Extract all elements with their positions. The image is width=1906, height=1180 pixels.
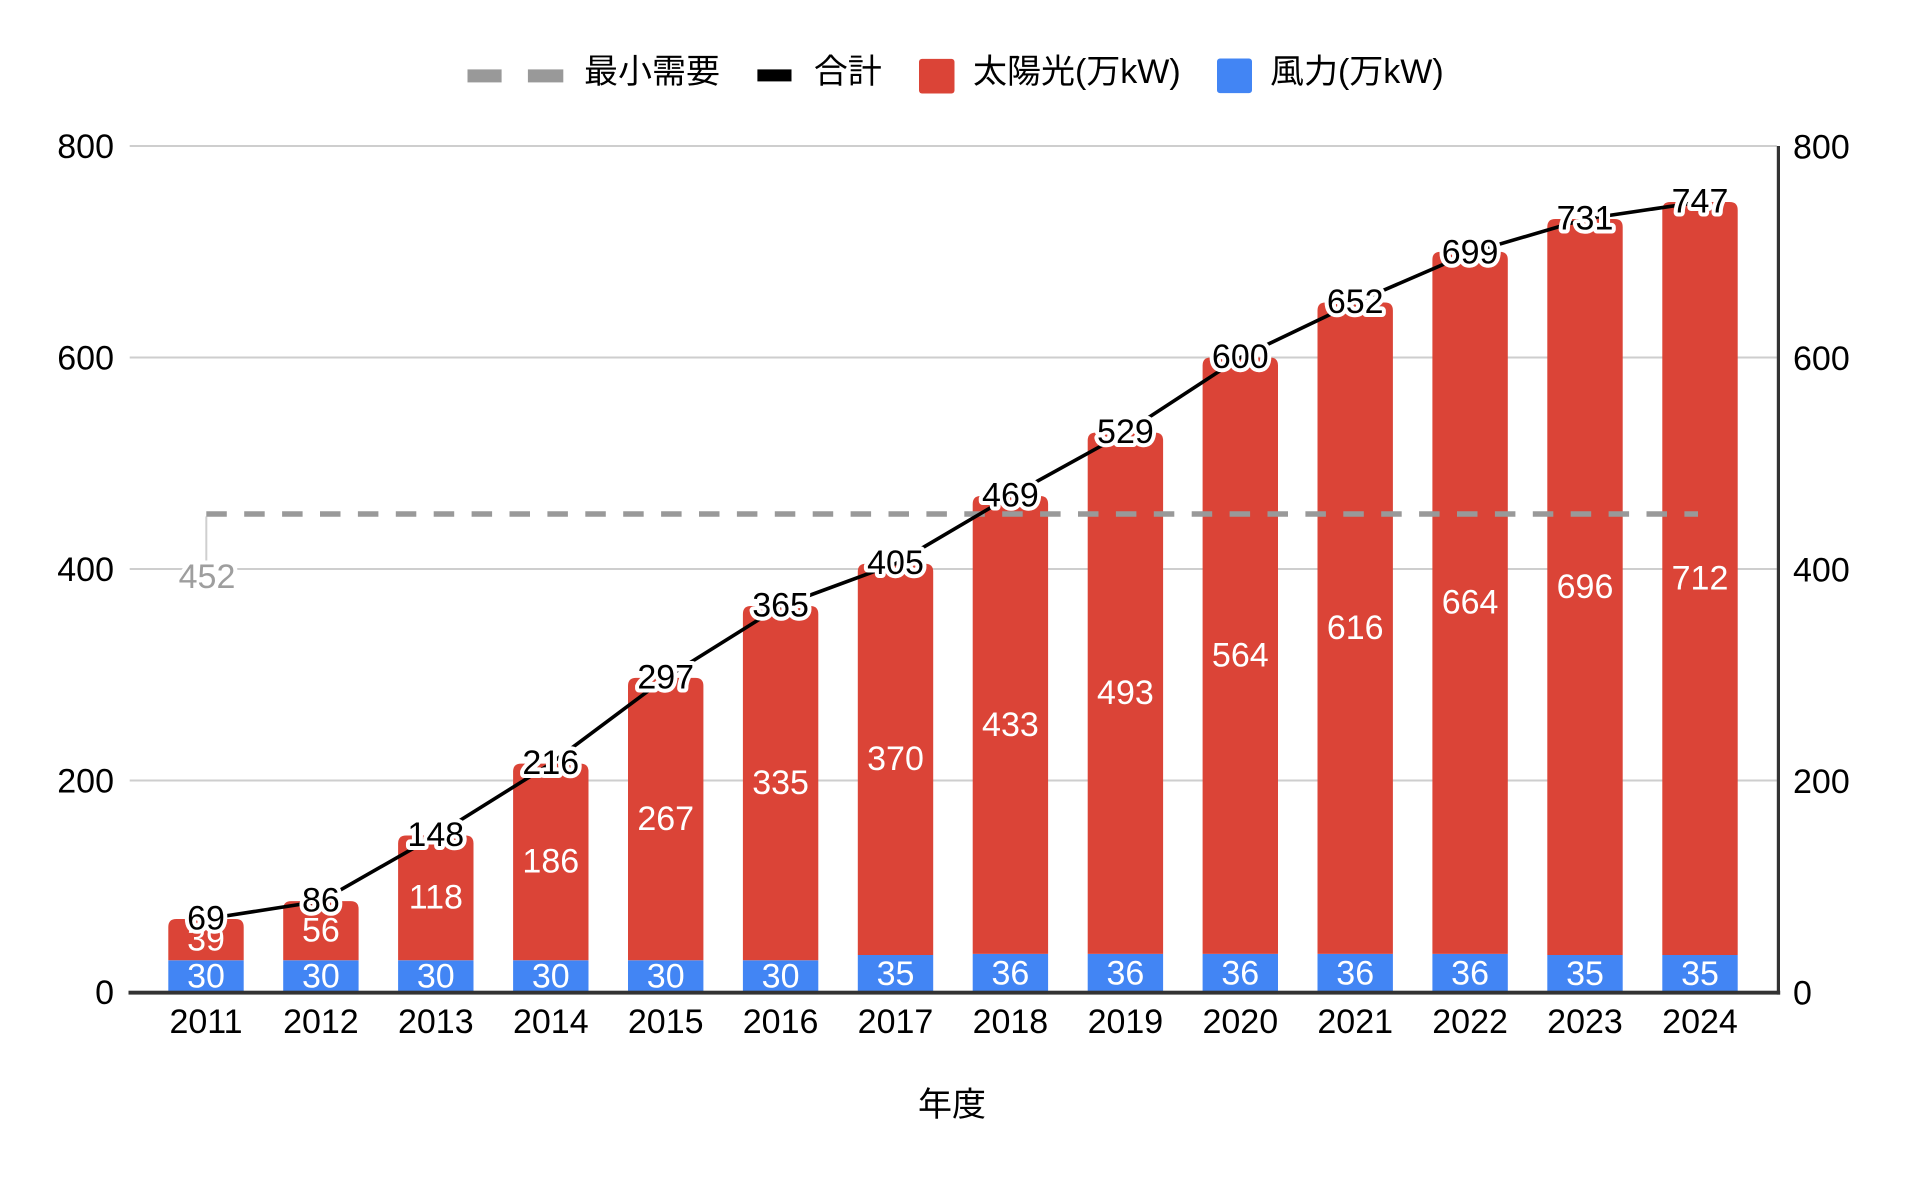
svg-text:529: 529 [1097, 413, 1154, 451]
svg-text:2016: 2016 [743, 1003, 819, 1041]
svg-text:36: 36 [991, 954, 1029, 992]
svg-text:30: 30 [532, 957, 570, 995]
svg-text:216: 216 [522, 744, 579, 782]
svg-text:712: 712 [1672, 559, 1729, 597]
svg-text:30: 30 [302, 957, 340, 995]
svg-text:433: 433 [982, 706, 1039, 744]
svg-text:335: 335 [752, 764, 809, 802]
svg-text:36: 36 [1336, 954, 1374, 992]
svg-text:200: 200 [1793, 763, 1850, 801]
svg-text:652: 652 [1327, 283, 1384, 321]
svg-text:664: 664 [1442, 584, 1499, 622]
svg-text:86: 86 [302, 882, 340, 920]
svg-text:(: ( [1075, 53, 1087, 91]
svg-text:36: 36 [1106, 954, 1144, 992]
svg-text:39: 39 [187, 921, 225, 959]
svg-text:148: 148 [407, 816, 464, 854]
svg-text:2012: 2012 [283, 1003, 359, 1041]
svg-text:699: 699 [1442, 233, 1499, 271]
svg-text:69: 69 [187, 900, 225, 938]
svg-text:kW: kW [1383, 53, 1432, 91]
svg-text:kW: kW [1120, 53, 1169, 91]
svg-text:186: 186 [522, 843, 579, 881]
svg-text:0: 0 [1793, 974, 1812, 1012]
svg-text:2023: 2023 [1547, 1003, 1623, 1041]
svg-text:30: 30 [417, 957, 455, 995]
svg-text:2022: 2022 [1432, 1003, 1508, 1041]
svg-text:30: 30 [762, 957, 800, 995]
svg-text:600: 600 [1793, 340, 1850, 378]
svg-text:2021: 2021 [1317, 1003, 1393, 1041]
svg-text:800: 800 [57, 128, 114, 166]
svg-text:): ) [1169, 53, 1180, 91]
svg-text:452: 452 [179, 558, 236, 596]
svg-text:118: 118 [409, 879, 463, 917]
svg-text:800: 800 [1793, 128, 1850, 166]
svg-text:297: 297 [637, 658, 694, 696]
svg-text:2024: 2024 [1662, 1003, 1738, 1041]
svg-text:405: 405 [867, 544, 924, 582]
svg-text:36: 36 [1451, 954, 1489, 992]
svg-text:35: 35 [877, 955, 915, 993]
svg-text:(: ( [1338, 53, 1350, 91]
svg-text:2011: 2011 [169, 1003, 242, 1041]
svg-text:696: 696 [1557, 568, 1614, 606]
svg-text:616: 616 [1327, 609, 1384, 647]
svg-text:469: 469 [982, 477, 1039, 515]
svg-text:30: 30 [647, 957, 685, 995]
svg-text:747: 747 [1672, 183, 1729, 221]
svg-text:200: 200 [57, 763, 114, 801]
svg-text:30: 30 [187, 957, 225, 995]
svg-text:400: 400 [57, 551, 114, 589]
svg-text:493: 493 [1097, 674, 1154, 712]
svg-text:36: 36 [1221, 954, 1259, 992]
svg-text:365: 365 [752, 587, 809, 625]
svg-text:370: 370 [867, 740, 924, 778]
svg-text:2013: 2013 [398, 1003, 474, 1041]
svg-text:564: 564 [1212, 637, 1269, 675]
svg-text:): ) [1432, 53, 1443, 91]
svg-text:267: 267 [637, 800, 694, 838]
svg-text:56: 56 [302, 912, 340, 950]
svg-text:35: 35 [1681, 955, 1719, 993]
svg-text:0: 0 [95, 974, 114, 1012]
svg-text:35: 35 [1566, 955, 1604, 993]
svg-text:2020: 2020 [1202, 1003, 1278, 1041]
svg-text:2018: 2018 [973, 1003, 1049, 1041]
svg-text:2014: 2014 [513, 1003, 589, 1041]
svg-text:600: 600 [1212, 338, 1269, 376]
svg-text:2019: 2019 [1088, 1003, 1164, 1041]
svg-text:2015: 2015 [628, 1003, 704, 1041]
svg-text:2017: 2017 [858, 1003, 934, 1041]
svg-text:600: 600 [57, 340, 114, 378]
svg-text:400: 400 [1793, 551, 1850, 589]
svg-text:731: 731 [1557, 200, 1614, 238]
